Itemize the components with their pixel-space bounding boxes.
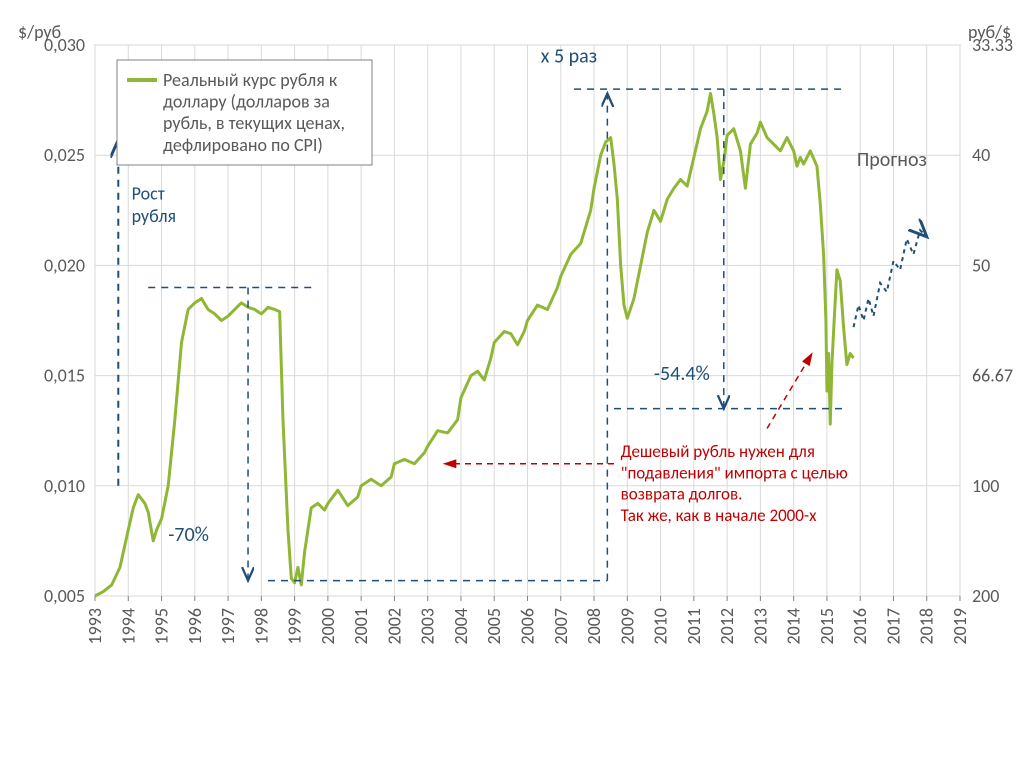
- x-tick: 2003: [417, 608, 439, 645]
- x-tick: 1999: [284, 608, 306, 645]
- x-tick: 2005: [483, 608, 505, 645]
- x-tick: 2010: [650, 608, 672, 645]
- x-tick: 2008: [583, 608, 605, 645]
- x-tick: 2006: [517, 608, 539, 645]
- y-tick-left: 0,025: [44, 144, 85, 166]
- x-tick: 2019: [949, 608, 971, 645]
- y-tick-left: 0,005: [44, 585, 85, 607]
- x-tick: 2007: [550, 608, 572, 645]
- x5-label: х 5 раз: [541, 45, 597, 69]
- y-tick-right: 66.67: [972, 365, 1013, 387]
- x-tick: 2000: [317, 608, 339, 645]
- growth-label: Рострубля: [132, 182, 176, 227]
- x-tick: 2004: [450, 608, 472, 645]
- x-tick: 2017: [882, 608, 904, 645]
- y-tick-left: 0,020: [44, 254, 85, 276]
- x-tick: 2002: [383, 608, 405, 645]
- x-tick: 2001: [350, 608, 372, 645]
- x-tick: 2012: [716, 608, 738, 645]
- red-arrow-up: [767, 354, 812, 429]
- drop54-label: -54.4%: [654, 362, 710, 386]
- x-tick: 1996: [184, 608, 206, 645]
- x-tick: 1994: [117, 608, 139, 645]
- x-tick: 2009: [616, 608, 638, 645]
- x-tick: 1997: [217, 608, 239, 645]
- x-tick: 2011: [683, 608, 705, 645]
- x-tick: 2013: [749, 608, 771, 645]
- left-axis-title: $/руб: [18, 21, 61, 43]
- forecast-line: [854, 230, 927, 327]
- x-tick: 2018: [916, 608, 938, 645]
- forecast-label: Прогноз: [857, 148, 927, 172]
- y-tick-left: 0,015: [44, 365, 85, 387]
- x-tick: 1993: [84, 608, 106, 645]
- y-tick-right: 200: [972, 585, 999, 607]
- legend-text: Реальный курс рубля кдоллару (долларов з…: [163, 69, 345, 156]
- chart-container: 0,005 200 0,010 100 0,015 66.67 0,020 50 0,025 40…: [0, 0, 1024, 767]
- x-tick: 2015: [816, 608, 838, 645]
- drop70-label: -70%: [168, 523, 209, 547]
- right-axis-title: руб/$: [968, 21, 1011, 43]
- y-tick-right: 40: [972, 144, 990, 166]
- y-tick-right: 100: [972, 475, 999, 497]
- x-tick: 2016: [849, 608, 871, 645]
- y-tick-right: 50: [972, 254, 990, 276]
- red-note: Дешевый рубль нужен для"подавления" импо…: [621, 441, 848, 526]
- x-tick: 1998: [250, 608, 272, 645]
- y-tick-left: 0,010: [44, 475, 85, 497]
- chart-svg: 0,005 200 0,010 100 0,015 66.67 0,020 50 0,025 40…: [0, 0, 1024, 767]
- x-tick: 1995: [151, 608, 173, 645]
- x-tick: 2014: [783, 608, 805, 645]
